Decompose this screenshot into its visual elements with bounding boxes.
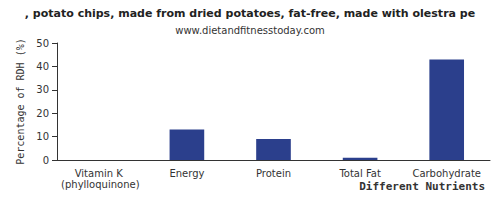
svg-text:Vitamin K: Vitamin K: [75, 168, 126, 179]
svg-text:Percentage of RDH (%): Percentage of RDH (%): [15, 38, 26, 164]
svg-text:Different Nutrients: Different Nutrients: [359, 180, 485, 193]
svg-text:40: 40: [36, 61, 49, 72]
svg-text:50: 50: [36, 38, 49, 49]
svg-text:0: 0: [43, 155, 49, 166]
svg-text:Total Fat: Total Fat: [338, 168, 380, 179]
svg-text:Energy: Energy: [169, 168, 204, 179]
svg-text:, potato chips, made from drie: , potato chips, made from dried potatoes…: [25, 7, 475, 20]
svg-text:Carbohydrate: Carbohydrate: [412, 168, 481, 179]
svg-text:20: 20: [36, 108, 49, 119]
svg-text:10: 10: [36, 131, 49, 142]
svg-text:30: 30: [36, 84, 49, 95]
svg-text:Protein: Protein: [256, 168, 291, 179]
svg-text:www.dietandfitnesstoday.com: www.dietandfitnesstoday.com: [175, 25, 324, 36]
svg-text:(phylloquinone): (phylloquinone): [61, 179, 140, 190]
